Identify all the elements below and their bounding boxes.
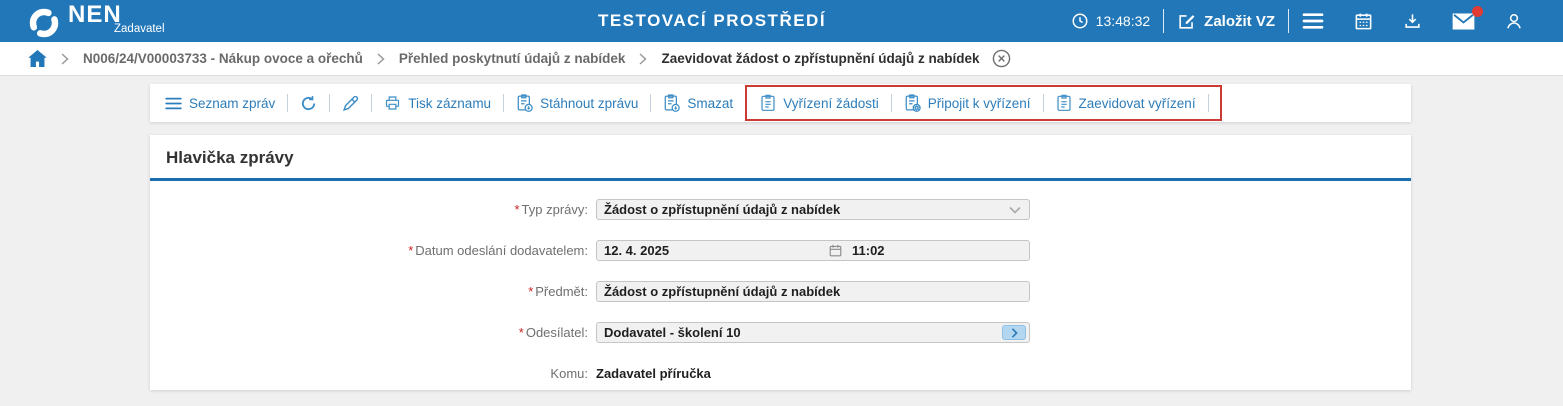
calendar-icon[interactable] <box>1354 12 1373 31</box>
refresh-icon <box>300 95 317 112</box>
clipboard-gear-icon <box>904 94 921 112</box>
clock-icon <box>1071 12 1089 30</box>
required-marker: * <box>528 284 534 299</box>
mail-badge <box>1472 5 1483 17</box>
breadcrumb-item-overview[interactable]: Přehled poskytnutí údajů z nabídek <box>398 51 626 66</box>
nen-logo[interactable]: NEN Zadavatel <box>28 3 165 39</box>
breadcrumb-item-procurement[interactable]: N006/24/V00003733 - Nákup ovoce a ořechů <box>83 51 363 66</box>
divider <box>287 94 289 112</box>
recipient-label: Komu: <box>550 366 588 381</box>
clipboard-icon <box>760 94 776 112</box>
printer-icon <box>384 95 401 111</box>
field-row-message-type: * Typ zprávy: Žádost o zpřístupnění údajů… <box>150 199 1411 220</box>
user-icon[interactable] <box>1505 12 1523 31</box>
home-icon[interactable] <box>28 50 47 67</box>
message-toolbar: Seznam zpráv Tisk záznamu <box>150 84 1411 122</box>
sent-date-value[interactable]: 12. 4. 2025 <box>604 243 670 258</box>
divider <box>1042 94 1044 112</box>
section-rule <box>150 178 1411 181</box>
brand-name: NEN <box>68 1 122 28</box>
required-marker: * <box>408 243 414 258</box>
chevron-down-icon <box>1009 206 1021 214</box>
clipboard-icon <box>1056 94 1072 112</box>
divider <box>1288 9 1289 33</box>
toolbar-process-request-button[interactable]: Vyřízení žádosti <box>757 94 882 112</box>
nen-logo-icon <box>29 8 59 38</box>
field-row-recipient: Komu: Zadavatel příručka <box>150 363 1411 384</box>
subject-input[interactable]: Žádost o zpřístupnění údajů z nabídek <box>596 281 1030 302</box>
message-header-panel: Hlavička zprávy * Typ zprávy: Žádost o zp… <box>150 135 1411 390</box>
divider <box>1163 9 1165 33</box>
chevron-right-icon <box>639 52 648 65</box>
divider <box>650 94 652 112</box>
toolbar-refresh-button[interactable] <box>297 95 320 112</box>
sender-field[interactable]: Dodavatel - školení 10 <box>596 322 1030 343</box>
divider <box>371 94 373 112</box>
toolbar-delete-button[interactable]: Smazat <box>660 94 736 112</box>
required-marker: * <box>518 325 524 340</box>
sent-datetime-field[interactable]: 12. 4. 2025 11:02 <box>596 240 1030 261</box>
clipboard-download-icon <box>516 94 533 112</box>
download-icon[interactable] <box>1403 12 1422 31</box>
message-type-select[interactable]: Žádost o zpřístupnění údajů z nabídek <box>596 199 1030 220</box>
toolbar-edit-button[interactable] <box>339 95 362 112</box>
recipient-value: Zadavatel příručka <box>596 366 711 381</box>
sent-time-value[interactable]: 11:02 <box>852 243 885 258</box>
section-title: Hlavička zprávy <box>166 148 294 167</box>
list-icon <box>165 97 182 110</box>
required-marker: * <box>514 202 520 217</box>
divider <box>503 94 505 112</box>
field-row-subject: * Předmět: Žádost o zpřístupnění údajů z … <box>150 281 1411 302</box>
message-type-label: * Typ zprávy: <box>514 202 588 217</box>
field-row-sent-date: * Datum odeslání dodavatelem: 12. 4. 2025… <box>150 240 1411 261</box>
breadcrumb: N006/24/V00003733 - Nákup ovoce a ořechů… <box>0 42 1563 76</box>
pencil-icon <box>342 95 359 112</box>
sender-label: * Odesílatel: <box>518 325 588 340</box>
subject-label: * Předmět: <box>528 284 588 299</box>
app-header: NEN Zadavatel TESTOVACÍ PROSTŘEDÍ 13:48:… <box>0 0 1563 42</box>
toolbar-register-processing-button[interactable]: Zaevidovat vyřízení <box>1053 94 1199 112</box>
divider <box>890 94 892 112</box>
field-row-sender: * Odesílatel: Dodavatel - školení 10 <box>150 322 1411 343</box>
breadcrumb-item-current: Zaevidovat žádost o zpřístupnění údajů z… <box>661 51 980 66</box>
clock: 13:48:32 <box>1071 12 1151 30</box>
environment-title: TESTOVACÍ PROSTŘEDÍ <box>597 11 827 30</box>
close-tab-icon[interactable] <box>992 49 1011 68</box>
mail-icon[interactable] <box>1452 5 1483 30</box>
open-sender-detail-button[interactable] <box>1002 325 1026 340</box>
compose-icon <box>1177 12 1196 31</box>
divider <box>329 94 331 112</box>
toolbar-download-message-button[interactable]: Stáhnout zprávu <box>513 94 641 112</box>
toolbar-message-list-button[interactable]: Seznam zpráv <box>162 96 278 111</box>
clipboard-download-icon <box>663 94 681 112</box>
divider <box>1207 94 1209 112</box>
current-time: 13:48:32 <box>1095 13 1151 29</box>
calendar-small-icon[interactable] <box>829 244 842 257</box>
create-vz-button[interactable]: Založit VZ <box>1177 12 1275 31</box>
brand-subtitle: Zadavatel <box>114 23 165 35</box>
menu-icon[interactable] <box>1302 12 1324 30</box>
sent-date-label: * Datum odeslání dodavatelem: <box>408 243 588 258</box>
toolbar-print-button[interactable]: Tisk záznamu <box>381 95 494 111</box>
highlighted-actions-group: Vyřízení žádosti Připojit k vyřízení Zae… <box>745 85 1222 121</box>
toolbar-attach-to-processing-button[interactable]: Připojit k vyřízení <box>901 94 1034 112</box>
chevron-right-icon <box>377 52 385 65</box>
chevron-right-icon <box>61 52 69 65</box>
